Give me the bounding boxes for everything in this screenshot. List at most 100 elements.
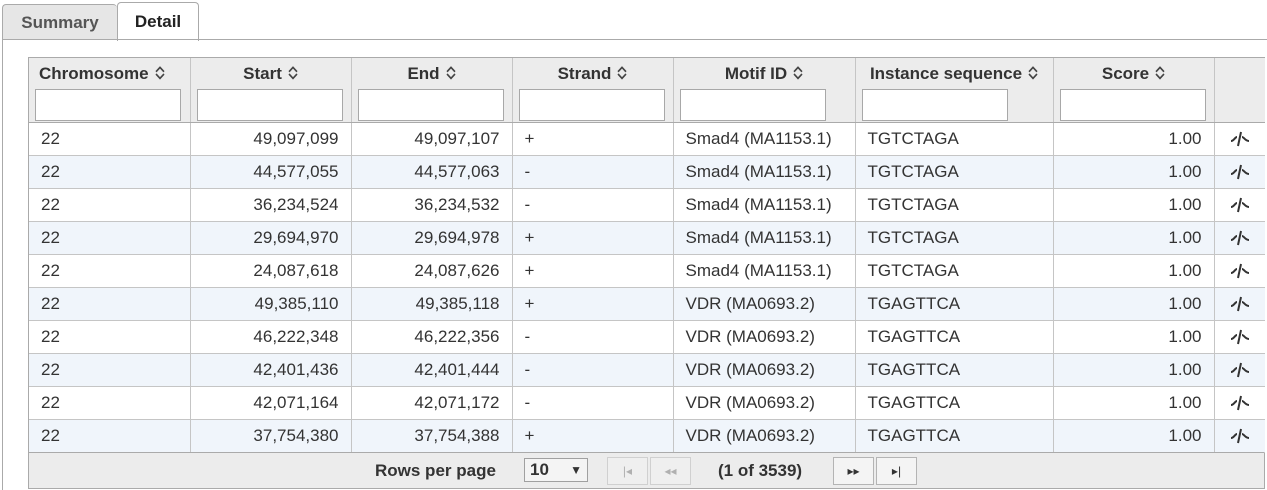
cell-motif: Smad4 (MA1153.1) <box>673 254 856 288</box>
cell-strand: + <box>512 221 674 255</box>
table-row[interactable]: 22 24,087,618 24,087,626 + Smad4 (MA1153.1) T… <box>29 254 1265 288</box>
rows-per-page-select[interactable]: 10 ▼ <box>524 458 588 482</box>
table-row[interactable]: 22 42,071,164 42,071,172- VDR (MA0693.2) TGA… <box>29 386 1265 420</box>
motif-instances-table: Chromosome Start End Strand Motif ID Instance… <box>28 57 1265 489</box>
cell-action <box>1214 188 1265 222</box>
table-row[interactable]: 22 42,401,436 42,401,444- VDR (MA0693.2) TGA… <box>29 353 1265 387</box>
cell-end: 36,234,532 <box>351 188 513 222</box>
cell-end: 42,401,444 <box>351 353 513 387</box>
cell-action <box>1214 320 1265 354</box>
table-row[interactable]: 22 29,694,970 29,694,978 + Smad4 (MA1153.1) T… <box>29 221 1265 255</box>
cell-motif: Smad4 (MA1153.1) <box>673 221 856 255</box>
column-header-actions <box>1214 58 1265 123</box>
column-header-end: End <box>351 58 513 123</box>
column-label: Strand <box>557 64 612 83</box>
column-filter-input[interactable] <box>1059 89 1206 121</box>
cell-motif: VDR (MA0693.2) <box>673 287 856 321</box>
sort-header[interactable]: Strand <box>519 64 667 84</box>
cell-start: 24,087,618 <box>190 254 352 288</box>
table-row[interactable]: 22 36,234,524 36,234,532- Smad4 (MA1153.1) T… <box>29 188 1265 222</box>
motif-logo-icon[interactable] <box>1229 393 1251 413</box>
column-label: Instance sequence <box>869 64 1023 83</box>
cell-start: 49,097,099 <box>190 122 352 156</box>
cell-action <box>1214 419 1265 453</box>
sort-header[interactable]: End <box>358 64 506 84</box>
tab-bar: Summary Detail <box>0 0 1267 41</box>
cell-motif: Smad4 (MA1153.1) <box>673 155 856 189</box>
sort-updown-icon <box>1028 65 1038 83</box>
paginator: Rows per page 10 ▼ |◂ ◂◂ (1 of 3539) ▸▸ … <box>29 452 1264 488</box>
column-filter-input[interactable] <box>35 89 181 121</box>
sort-header[interactable]: Start <box>197 64 345 84</box>
column-filter-input[interactable] <box>196 89 343 121</box>
column-filter-input[interactable] <box>357 89 504 121</box>
cell-motif: Smad4 (MA1153.1) <box>673 122 856 156</box>
motif-logo-icon[interactable] <box>1229 426 1251 446</box>
cell-chromosome: 22 <box>29 122 191 156</box>
cell-end: 29,694,978 <box>351 221 513 255</box>
cell-score: 1.00 <box>1053 221 1215 255</box>
tab-detail[interactable]: Detail <box>117 2 199 41</box>
cell-strand: - <box>512 353 674 387</box>
table-row[interactable]: 22 44,577,055 44,577,063- Smad4 (MA1153.1) T… <box>29 155 1265 189</box>
cell-action <box>1214 254 1265 288</box>
motif-logo-icon[interactable] <box>1229 261 1251 281</box>
column-header-motif-id: Motif ID <box>673 58 856 123</box>
motif-logo-icon[interactable] <box>1229 360 1251 380</box>
first-page-button[interactable]: |◂ <box>607 457 648 485</box>
sort-header[interactable]: Chromosome <box>35 64 184 84</box>
motif-logo-icon[interactable] <box>1229 129 1251 149</box>
cell-score: 1.00 <box>1053 419 1215 453</box>
motif-logo-icon[interactable] <box>1229 228 1251 248</box>
last-page-button[interactable]: ▸| <box>876 457 917 485</box>
cell-sequence: TGAGTTCA <box>855 419 1054 453</box>
tab-divider <box>2 39 1267 40</box>
column-filter-input[interactable] <box>679 89 826 121</box>
motif-logo-icon[interactable] <box>1229 195 1251 215</box>
motif-logo-icon[interactable] <box>1229 294 1251 314</box>
table-row[interactable]: 22 46,222,348 46,222,356- VDR (MA0693.2) TGA… <box>29 320 1265 354</box>
prev-page-button[interactable]: ◂◂ <box>650 457 691 485</box>
table-body: 22 49,097,099 49,097,107 + Smad4 (MA1153.1) T… <box>29 122 1265 453</box>
cell-end: 44,577,063 <box>351 155 513 189</box>
cell-chromosome: 22 <box>29 419 191 453</box>
column-filter-input[interactable] <box>861 89 1008 121</box>
last-page-icon: ▸| <box>891 464 902 478</box>
cell-strand: - <box>512 155 674 189</box>
sort-updown-icon <box>617 65 627 83</box>
panel-border <box>2 40 3 490</box>
sort-header[interactable]: Instance sequence <box>862 64 1047 84</box>
table-row[interactable]: 22 49,385,110 49,385,118 + VDR (MA0693.2) TGA… <box>29 287 1265 321</box>
column-filter-input[interactable] <box>518 89 665 121</box>
cell-motif: VDR (MA0693.2) <box>673 353 856 387</box>
cell-action <box>1214 221 1265 255</box>
cell-chromosome: 22 <box>29 155 191 189</box>
rows-per-page-value: 10 <box>530 460 549 479</box>
table-row[interactable]: 22 49,097,099 49,097,107 + Smad4 (MA1153.1) T… <box>29 122 1265 156</box>
cell-sequence: TGTCTAGA <box>855 155 1054 189</box>
sort-updown-icon <box>288 65 298 83</box>
cell-strand: - <box>512 386 674 420</box>
cell-action <box>1214 287 1265 321</box>
motif-logo-icon[interactable] <box>1229 327 1251 347</box>
cell-end: 46,222,356 <box>351 320 513 354</box>
tab-summary[interactable]: Summary <box>2 4 117 40</box>
cell-chromosome: 22 <box>29 254 191 288</box>
sort-header[interactable]: Score <box>1060 64 1208 84</box>
cell-chromosome: 22 <box>29 287 191 321</box>
sort-updown-icon <box>793 65 803 83</box>
cell-score: 1.00 <box>1053 353 1215 387</box>
table-row[interactable]: 22 37,754,380 37,754,388 + VDR (MA0693.2) TGA… <box>29 419 1265 453</box>
cell-start: 36,234,524 <box>190 188 352 222</box>
column-label: End <box>407 64 440 83</box>
cell-sequence: TGAGTTCA <box>855 353 1054 387</box>
cell-chromosome: 22 <box>29 386 191 420</box>
next-page-button[interactable]: ▸▸ <box>833 457 874 485</box>
page-report: (1 of 3539) <box>718 461 803 480</box>
first-page-icon: |◂ <box>622 464 633 478</box>
cell-action <box>1214 386 1265 420</box>
cell-strand: + <box>512 122 674 156</box>
motif-logo-icon[interactable] <box>1229 162 1251 182</box>
sort-header[interactable]: Motif ID <box>680 64 849 84</box>
column-header-instance-sequence: Instance sequence <box>855 58 1054 123</box>
